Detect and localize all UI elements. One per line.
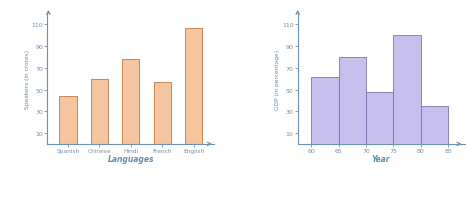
Bar [59, 97, 76, 144]
Bar [421, 106, 448, 144]
Y-axis label: GDP (in percentage): GDP (in percentage) [275, 49, 281, 109]
Bar [311, 77, 339, 144]
X-axis label: Year: Year [372, 155, 391, 164]
Bar [154, 83, 171, 144]
Bar [91, 79, 108, 144]
Bar [339, 58, 366, 144]
Bar [185, 28, 202, 144]
Bar [122, 60, 139, 144]
Bar [393, 36, 421, 144]
Y-axis label: Speakers (in crores): Speakers (in crores) [25, 50, 30, 109]
Bar [366, 92, 393, 144]
X-axis label: Languages: Languages [108, 155, 154, 164]
